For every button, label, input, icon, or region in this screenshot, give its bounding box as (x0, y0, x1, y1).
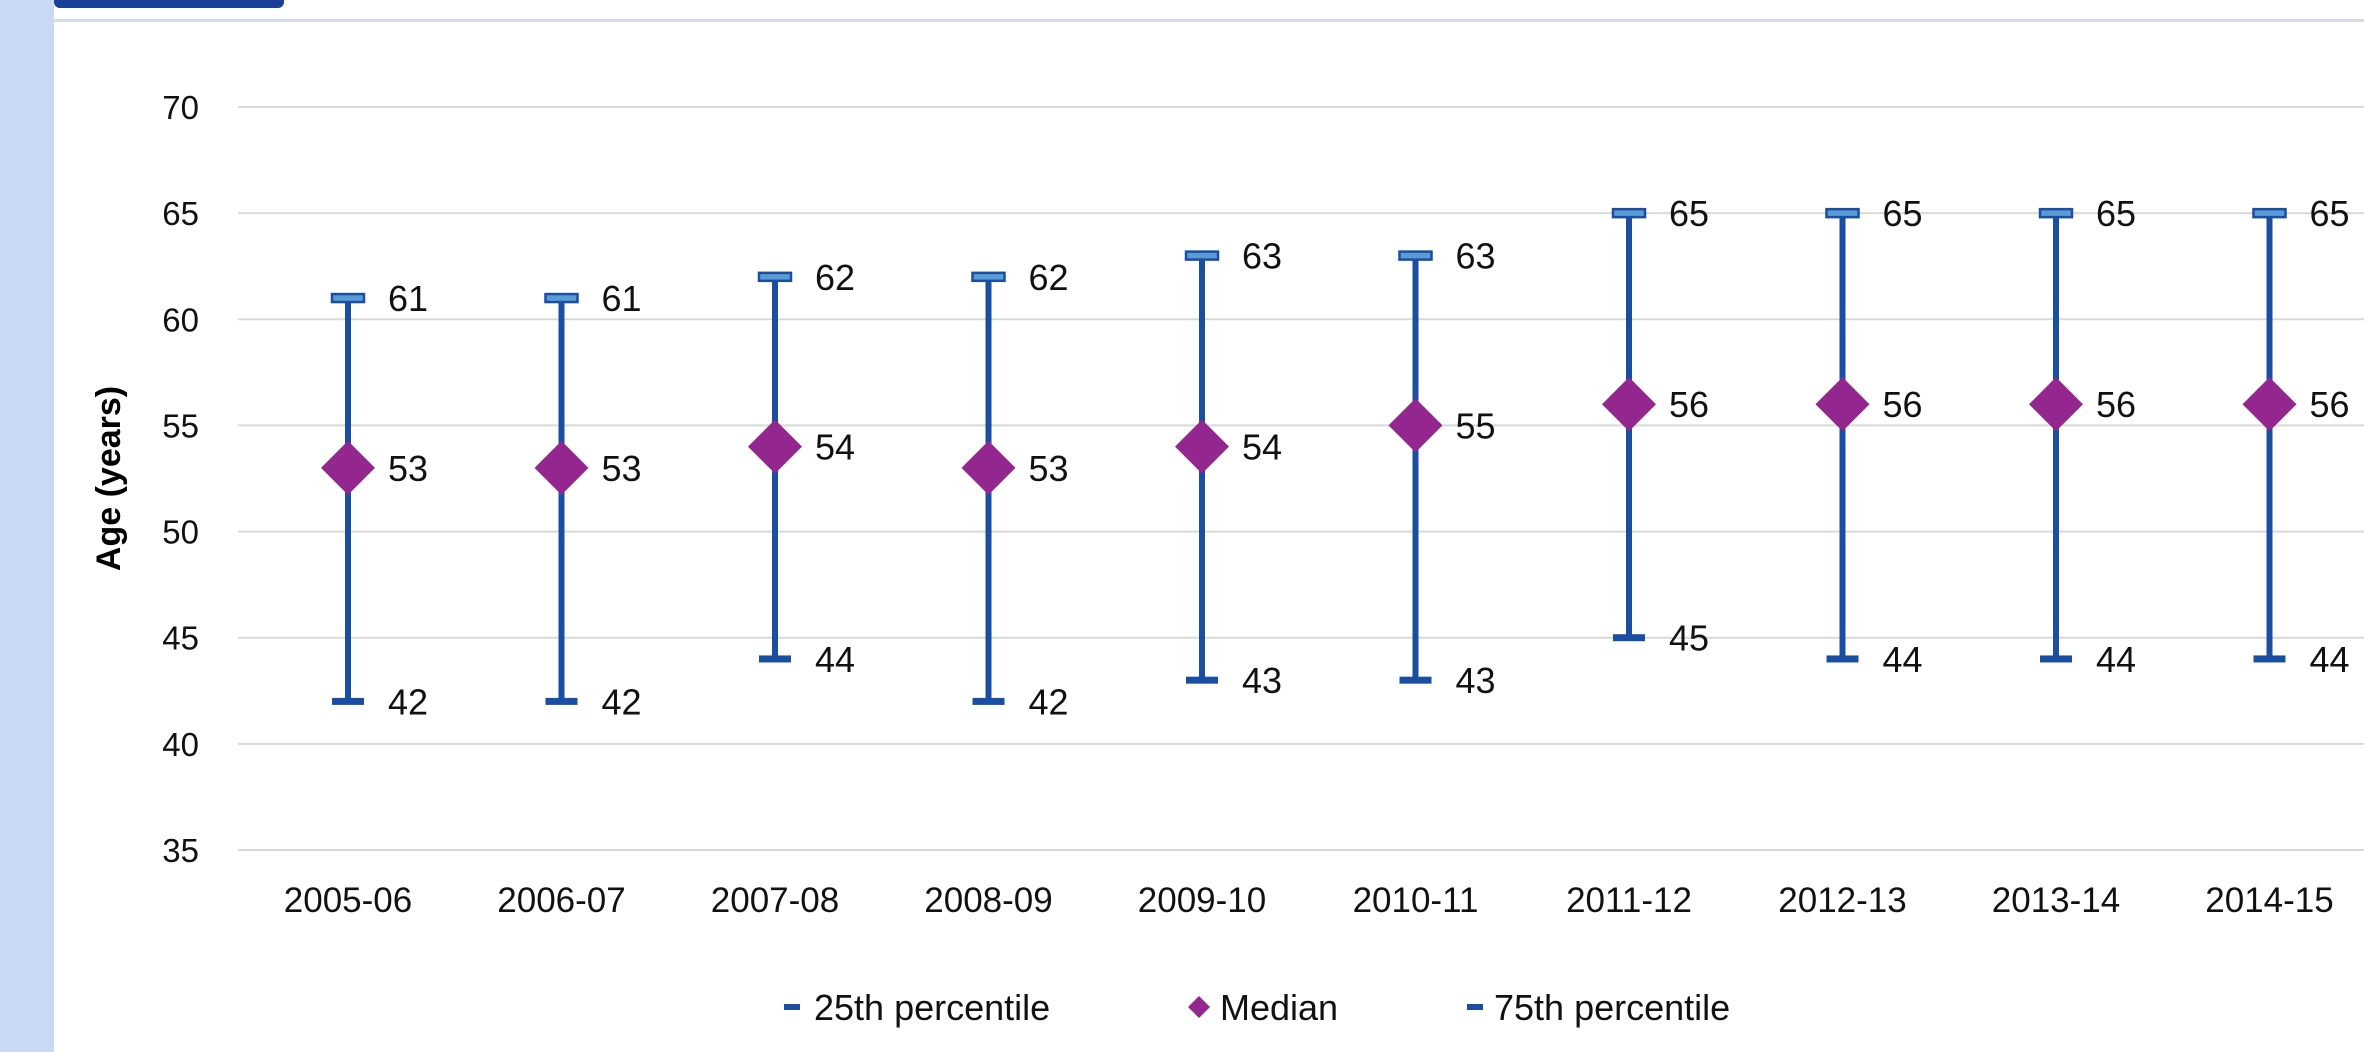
median-data-label: 56 (1883, 384, 1923, 425)
median-marker (1602, 377, 1656, 432)
legend-swatch-p25 (784, 1004, 800, 1010)
median-marker (2029, 377, 2083, 432)
legend-label-p75: 75th percentile (1494, 987, 1730, 1028)
median-marker (1815, 377, 1870, 432)
median-data-label: 55 (1456, 405, 1496, 446)
age-percentile-chart: 35 40 45 50 55 60 65 70 Age (years) 2005-06 2006… (90, 89, 2364, 1028)
p25-data-label: 44 (1883, 639, 1923, 680)
p75-data-label: 65 (1883, 193, 1923, 234)
p75-marker (1184, 250, 1220, 261)
median-data-label: 53 (388, 448, 428, 489)
y-tick-label: 60 (162, 301, 199, 338)
p25-marker (1399, 676, 1432, 684)
side-band (0, 0, 54, 1052)
median-marker (321, 440, 375, 495)
x-tick-label: 2014-15 (2205, 881, 2333, 920)
p75-data-label: 63 (1242, 236, 1282, 277)
p75-marker (1398, 250, 1433, 261)
p75-marker (544, 292, 579, 304)
gridlines (238, 106, 2364, 851)
p75-data-label: 62 (815, 257, 855, 298)
median-marker (2242, 377, 2297, 432)
p25-data-label: 44 (2310, 639, 2350, 680)
title-fragment (54, 0, 284, 8)
x-tick-label: 2010-11 (1353, 881, 1479, 920)
data-marks: 61 53 42 61 53 42 62 54 44 62 53 42 63 54 43 63 55 43 65 56… (321, 193, 2350, 722)
p75-data-label: 61 (388, 278, 428, 319)
p25-data-label: 42 (388, 681, 428, 722)
x-tick-label: 2006-07 (497, 881, 625, 920)
x-tick-label: 2011-12 (1566, 881, 1692, 920)
legend-swatch-median (1188, 996, 1210, 1018)
median-data-label: 56 (1669, 384, 1709, 425)
x-tick-label: 2013-14 (1992, 881, 2120, 920)
p75-marker (757, 271, 793, 283)
p25-marker (972, 697, 1005, 705)
median-data-label: 56 (2310, 384, 2350, 425)
p75-data-label: 65 (2096, 193, 2136, 234)
p25-marker (1613, 634, 1645, 642)
p75-marker (1611, 207, 1647, 219)
p25-data-label: 42 (1029, 681, 1069, 722)
x-tick-label: 2008-09 (924, 881, 1052, 920)
p25-marker (2253, 655, 2286, 663)
median-marker (961, 440, 1016, 495)
median-marker (534, 440, 589, 495)
p75-marker (1825, 207, 1860, 219)
p75-data-label: 61 (602, 278, 642, 319)
p75-data-label: 62 (1029, 257, 1069, 298)
header-rule (54, 19, 2364, 22)
p75-data-label: 65 (2310, 193, 2350, 234)
y-tick-label: 70 (162, 89, 199, 126)
p25-marker (759, 655, 791, 663)
median-marker (1175, 419, 1229, 474)
legend-label-p25: 25th percentile (814, 987, 1050, 1028)
median-data-label: 53 (602, 448, 642, 489)
y-tick-label: 50 (162, 514, 199, 551)
y-tick-label: 40 (162, 726, 199, 763)
x-axis-ticks: 2005-06 2006-07 2007-08 2008-09 2009-10 2010-… (284, 881, 2334, 920)
p75-data-label: 65 (1669, 193, 1709, 234)
x-tick-label: 2005-06 (284, 881, 412, 920)
p25-marker (332, 697, 364, 705)
p25-marker (1826, 655, 1859, 663)
median-data-label: 54 (815, 427, 855, 468)
y-tick-label: 65 (162, 195, 199, 232)
y-axis-ticks: 35 40 45 50 55 60 65 70 (162, 89, 199, 869)
y-tick-label: 45 (162, 620, 199, 657)
p75-marker (2252, 207, 2287, 219)
p25-data-label: 42 (602, 681, 642, 722)
x-tick-label: 2007-08 (711, 881, 839, 920)
median-data-label: 54 (1242, 427, 1282, 468)
p25-data-label: 43 (1456, 660, 1496, 701)
p75-marker (330, 292, 366, 304)
p25-data-label: 44 (2096, 639, 2136, 680)
x-tick-label: 2012-13 (1778, 881, 1906, 920)
legend-label-median: Median (1220, 987, 1338, 1028)
legend: 25th percentile Median 75th percentile (784, 987, 1730, 1028)
median-data-label: 56 (2096, 384, 2136, 425)
median-marker (748, 419, 802, 474)
x-tick-label: 2009-10 (1138, 881, 1266, 920)
p25-marker (545, 697, 578, 705)
p75-marker (971, 271, 1006, 283)
y-axis-title: Age (years) (90, 386, 128, 571)
p75-data-label: 63 (1456, 236, 1496, 277)
median-data-label: 53 (1029, 448, 1069, 489)
p25-data-label: 45 (1669, 618, 1709, 659)
y-tick-label: 35 (162, 832, 199, 869)
p25-data-label: 43 (1242, 660, 1282, 701)
p75-marker (2038, 207, 2074, 219)
legend-swatch-p75 (1467, 1004, 1483, 1010)
median-marker (1388, 398, 1443, 453)
p25-marker (1186, 676, 1218, 684)
p25-marker (2040, 655, 2072, 663)
y-tick-label: 55 (162, 407, 199, 444)
p25-data-label: 44 (815, 639, 855, 680)
